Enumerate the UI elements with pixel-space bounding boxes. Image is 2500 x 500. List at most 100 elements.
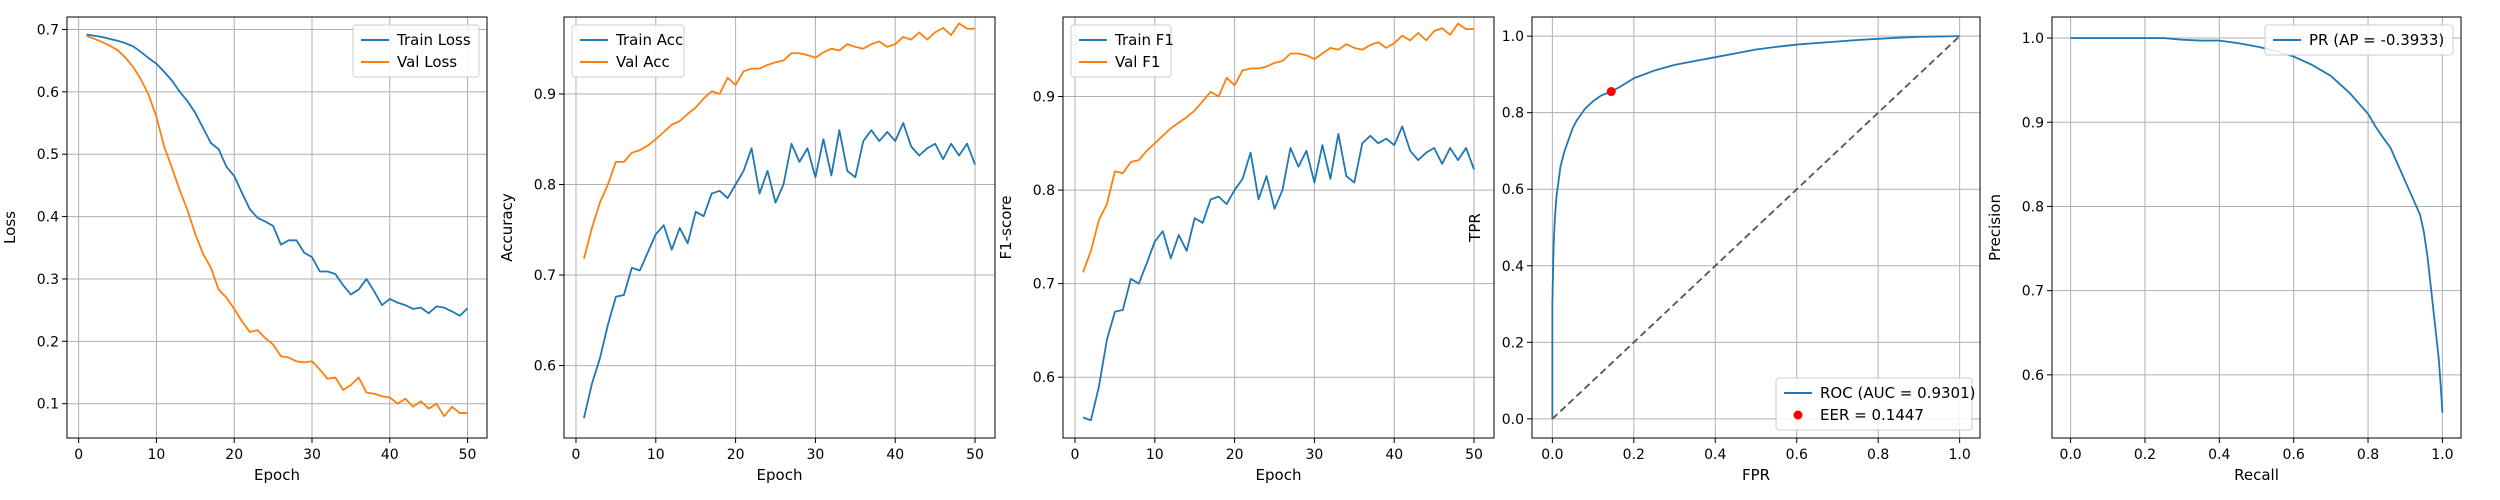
x-tick-label: 0 [74, 447, 83, 463]
legend-label: EER = 0.1447 [1820, 406, 1924, 424]
y-tick-label: 0.2 [37, 334, 59, 350]
y-tick-label: 0.6 [37, 85, 59, 101]
y-tick-label: 0.3 [37, 272, 59, 288]
legend-box [571, 24, 685, 78]
chart-panel-1: 0 10 20 30 40 50 0.1 0.2 0.3 0.4 0.5 0.6 0.7 Epoch Los… [1, 16, 488, 484]
x-tick-label: 10 [647, 447, 665, 463]
y-tick-label: 0.6 [1033, 370, 1055, 386]
series-group [1551, 35, 1961, 420]
x-tick-label: 0.4 [2208, 447, 2230, 463]
legend-label: Train Loss [396, 31, 471, 49]
y-tick-label: 0.6 [534, 359, 556, 375]
y-tick-label: 0.7 [37, 22, 59, 38]
x-tick-label: 10 [1146, 447, 1164, 463]
y-tick-label: 0.9 [1033, 90, 1055, 106]
series-line-3-2 [1082, 22, 1475, 273]
legend: Train Acc Val Acc [571, 24, 685, 78]
x-tick-label: 30 [303, 447, 321, 463]
x-tick-label: 30 [807, 447, 825, 463]
chart-panel-5: 0.0 0.2 0.4 0.6 0.8 1.0 0.6 0.7 0.8 0.9 1.0 Recall P… [1986, 16, 2462, 484]
x-tick-label: 1.0 [2431, 447, 2453, 463]
x-tick-label: 0.2 [2134, 447, 2156, 463]
y-axis-label: Accuracy [498, 193, 516, 262]
y-tick-label: 0.4 [1502, 259, 1524, 275]
legend: ROC (AUC = 0.9301) EER = 0.1447 [1775, 377, 1975, 431]
series-group [583, 22, 976, 419]
chart-panel-3: 0 10 20 30 40 50 0.6 0.7 0.8 0.9 Epoch F1-score Trai… [997, 16, 1495, 484]
x-tick-label: 20 [225, 447, 243, 463]
chart-panel-2: 0 10 20 30 40 50 0.6 0.7 0.8 0.9 Epoch Accuracy Trai… [498, 16, 996, 484]
x-tick-label: 0.6 [1786, 447, 1808, 463]
x-tick-label: 40 [886, 447, 904, 463]
series-group [86, 33, 469, 418]
chart-panel-4: 0.0 0.2 0.4 0.6 0.8 1.0 0.0 0.2 0.4 0.6 0.8 1.0 FPR T… [1466, 16, 1981, 484]
x-axis-label: Epoch [757, 466, 803, 484]
y-tick-label: 0.0 [1502, 412, 1524, 428]
y-tick-label: 1.0 [1502, 29, 1524, 45]
x-tick-label: 0.8 [1867, 447, 1889, 463]
x-tick-label: 0.6 [2283, 447, 2305, 463]
series-group [1082, 22, 1475, 422]
legend-box [352, 24, 480, 78]
legend-label: Val F1 [1115, 53, 1160, 71]
legend-label: Train F1 [1114, 31, 1174, 49]
legend: Train F1 Val F1 [1070, 24, 1174, 78]
x-tick-label: 0.8 [2357, 447, 2379, 463]
series-line-2-2 [583, 22, 976, 259]
x-tick-label: 1.0 [1949, 447, 1971, 463]
x-tick-label: 20 [1226, 447, 1244, 463]
y-tick-label: 0.9 [534, 87, 556, 103]
y-tick-label: 0.9 [2022, 115, 2044, 131]
legend-marker [1793, 410, 1803, 420]
legend-label: ROC (AUC = 0.9301) [1820, 384, 1975, 402]
x-tick-label: 0.0 [2059, 447, 2081, 463]
x-axis-label: Epoch [1256, 466, 1302, 484]
x-tick-label: 30 [1306, 447, 1324, 463]
x-tick-label: 50 [966, 447, 984, 463]
x-tick-label: 40 [1385, 447, 1403, 463]
data-point-4-3 [1606, 87, 1616, 97]
y-tick-label: 0.7 [2022, 284, 2044, 300]
x-tick-label: 10 [148, 447, 166, 463]
y-tick-label: 1.0 [2022, 31, 2044, 47]
legend: Train Loss Val Loss [352, 24, 480, 78]
y-tick-label: 0.8 [534, 177, 556, 193]
y-tick-label: 0.2 [1502, 335, 1524, 351]
y-tick-label: 0.7 [534, 268, 556, 284]
series-line-4-1 [1551, 35, 1960, 419]
series-line-2-1 [583, 122, 976, 419]
x-tick-label: 0 [572, 447, 581, 463]
x-tick-label: 0.0 [1541, 447, 1563, 463]
series-line-1-1 [86, 33, 469, 317]
x-tick-label: 40 [381, 447, 399, 463]
x-axis-label: Epoch [254, 466, 300, 484]
y-tick-label: 0.5 [37, 147, 59, 163]
legend-label: Val Loss [397, 53, 457, 71]
legend-box [1070, 24, 1172, 78]
y-axis-label: TPR [1466, 213, 1484, 243]
series-line-5-1 [2070, 37, 2444, 413]
legend-box [2264, 24, 2454, 56]
x-axis-label: FPR [1742, 466, 1770, 484]
legend-box [1775, 377, 1973, 431]
axes-frame [1062, 16, 1495, 439]
legend: PR (AP = -0.3933) [2264, 24, 2454, 56]
x-tick-label: 50 [459, 447, 477, 463]
y-axis-label: Precision [1986, 194, 2004, 261]
x-tick-label: 50 [1465, 447, 1483, 463]
series-line-1-2 [86, 34, 468, 418]
x-tick-label: 0 [1071, 447, 1080, 463]
series-group [2070, 37, 2444, 413]
series-line-4-2 [1551, 35, 1961, 420]
x-tick-label: 0.4 [1704, 447, 1726, 463]
x-tick-label: 0.2 [1623, 447, 1645, 463]
y-tick-label: 0.7 [1033, 277, 1055, 293]
series-line-3-1 [1082, 125, 1475, 422]
axes-frame [2051, 16, 2462, 439]
axes-frame [1531, 16, 1981, 439]
y-tick-label: 0.1 [37, 397, 59, 413]
y-tick-label: 0.6 [2022, 368, 2044, 384]
y-axis-label: F1-score [997, 196, 1015, 260]
y-tick-label: 0.8 [1033, 183, 1055, 199]
